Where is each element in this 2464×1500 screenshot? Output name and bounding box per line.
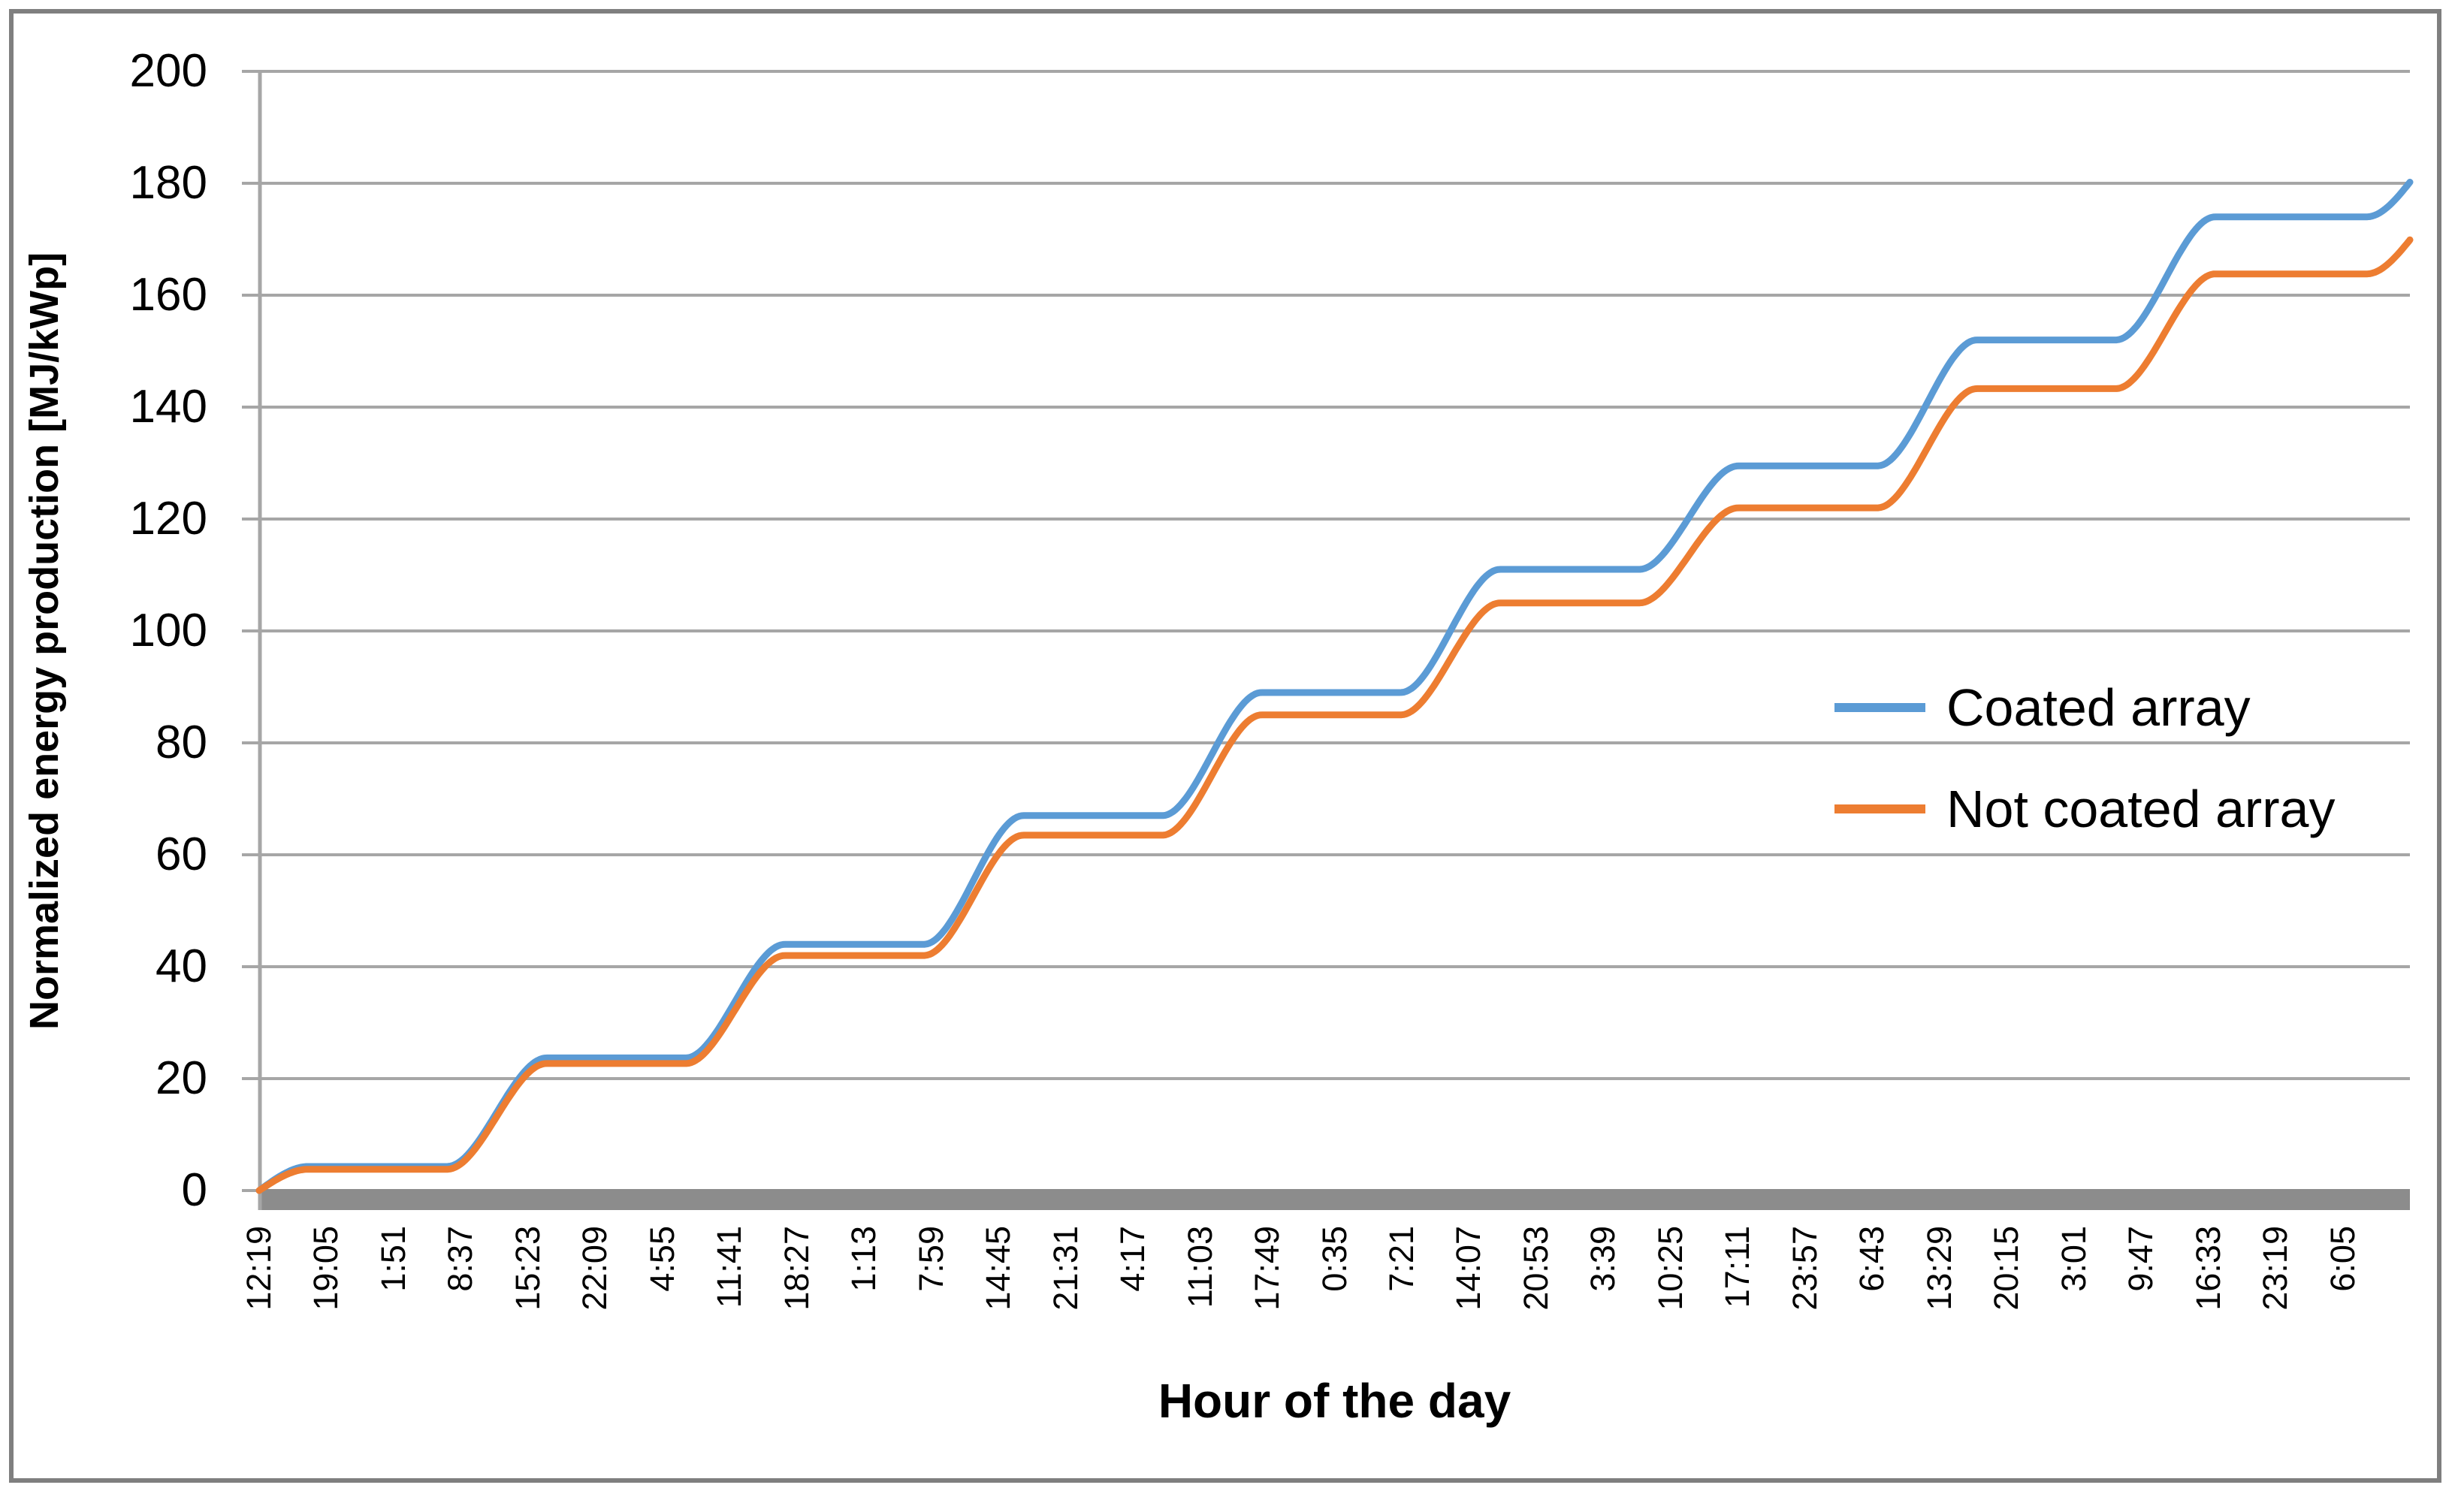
- y-tick-label: 180: [129, 157, 207, 209]
- y-tick-label: 60: [156, 828, 207, 880]
- x-tick-label: 23:57: [1785, 1226, 1824, 1311]
- y-tick-label: 140: [129, 381, 207, 433]
- x-tick-label: 19:05: [306, 1226, 346, 1311]
- x-tick-label: 3:01: [2054, 1226, 2093, 1292]
- x-tick-label: 17:49: [1248, 1226, 1287, 1311]
- series-line-not-coated-array: [255, 236, 2414, 1194]
- series-line-coated-array: [255, 179, 2414, 1194]
- x-tick-label: 7:59: [911, 1226, 950, 1292]
- x-tick-label: 1:51: [373, 1226, 412, 1292]
- x-tick-label: 12:19: [240, 1226, 278, 1311]
- y-tick-label: 200: [129, 45, 207, 97]
- x-tick-label: 17:11: [1718, 1226, 1757, 1308]
- x-tick-label: 13:29: [1919, 1226, 1958, 1311]
- x-tick-label: 1:13: [844, 1226, 883, 1292]
- legend-label-coated: Coated array: [1946, 678, 2251, 737]
- x-tick-label: 4:17: [1113, 1226, 1152, 1292]
- legend-line-swatch-not-coated: [1834, 804, 1925, 813]
- y-tick-label: 40: [156, 940, 207, 992]
- y-tick-label: 100: [129, 605, 207, 656]
- x-axis-band: [259, 1189, 2410, 1210]
- legend-entry-not-coated-array: Not coated array: [1834, 780, 2335, 838]
- x-tick-label: 6:43: [1853, 1226, 1892, 1292]
- legend-label-not-coated: Not coated array: [1946, 780, 2336, 838]
- x-tick-label: 20:53: [1516, 1226, 1555, 1311]
- x-axis-title: Hour of the day: [1158, 1374, 1511, 1428]
- y-tick-label: 120: [129, 493, 207, 545]
- x-tick-label: 14:45: [979, 1226, 1018, 1311]
- x-tick-label: 14:07: [1449, 1226, 1488, 1311]
- x-tick-label: 15:23: [508, 1226, 547, 1311]
- legend-entry-coated-array: Coated array: [1834, 678, 2251, 737]
- x-tick-label: 11:41: [710, 1226, 749, 1308]
- x-tick-label: 10:25: [1650, 1226, 1689, 1311]
- x-tick-label: 20:15: [1987, 1226, 2026, 1311]
- x-tick-label: 11:03: [1180, 1226, 1219, 1308]
- x-tick-label: 8:37: [441, 1226, 480, 1292]
- y-tick-label: 160: [129, 269, 207, 321]
- x-tick-label: 23:19: [2256, 1226, 2295, 1311]
- x-tick-label: 6:05: [2323, 1226, 2362, 1292]
- x-tick-label: 21:31: [1046, 1226, 1085, 1311]
- x-tick-label: 9:47: [2121, 1226, 2161, 1292]
- x-tick-label: 18:27: [777, 1226, 816, 1311]
- x-tick-label: 16:33: [2188, 1226, 2227, 1311]
- x-tick-label: 3:39: [1584, 1226, 1623, 1292]
- y-tick-label: 20: [156, 1052, 207, 1104]
- legend-line-swatch-coated: [1834, 703, 1925, 712]
- x-tick-label: 7:21: [1381, 1226, 1421, 1292]
- x-tick-label: 4:55: [642, 1226, 681, 1292]
- y-tick-label: 80: [156, 717, 207, 768]
- x-tick-label: 22:09: [575, 1226, 614, 1311]
- y-axis-tick-labels: 0 20 40 60 80 100 120 140 160 180 200: [0, 0, 207, 1500]
- x-tick-label: 0:35: [1315, 1226, 1354, 1292]
- y-tick-label: 0: [181, 1164, 207, 1216]
